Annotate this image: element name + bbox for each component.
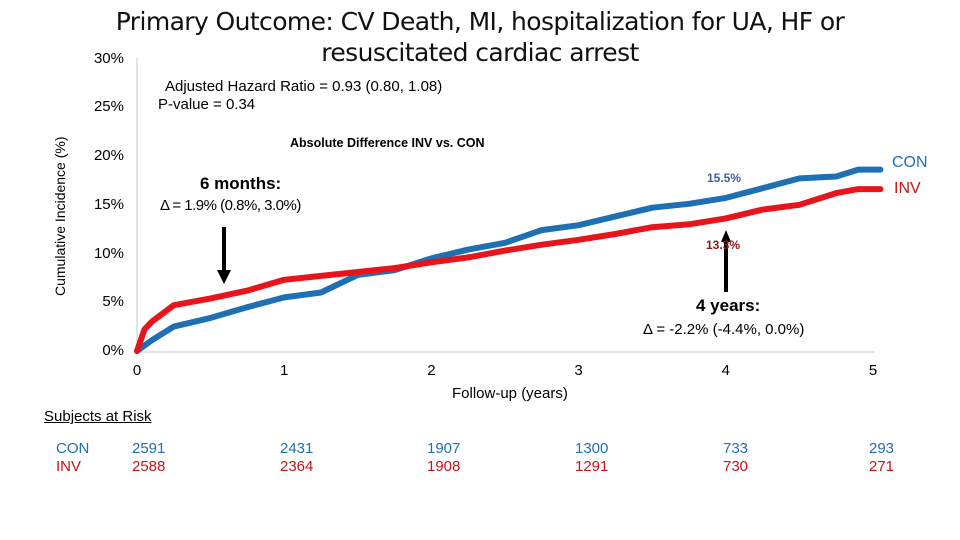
arrow-4-years-icon [721, 230, 731, 292]
x-tick-label: 1 [280, 362, 289, 379]
risk-cell: 1908 [427, 458, 461, 475]
four-years-delta: Δ = -2.2% (-4.4%, 0.0%) [643, 321, 805, 338]
x-axis-label: Follow-up (years) [452, 385, 568, 402]
risk-row-label-con: CON [56, 440, 90, 457]
risk-table-title: Subjects at Risk [44, 408, 152, 425]
hazard-ratio-text: Adjusted Hazard Ratio = 0.93 (0.80, 1.08… [165, 78, 443, 95]
y-tick-label: 15% [93, 195, 124, 213]
inv-value-label: 13.3% [706, 238, 741, 252]
legend-con: CON [892, 154, 928, 171]
absolute-difference-title: Absolute Difference INV vs. CON [290, 136, 485, 150]
chart-title: Primary Outcome: CV Death, MI, hospitali… [0, 6, 960, 68]
x-tick-label: 5 [868, 362, 878, 379]
risk-cell: 293 [869, 440, 895, 457]
y-tick-label: 30% [93, 49, 124, 67]
risk-cell: 730 [723, 458, 749, 475]
y-tick-label: 20% [93, 147, 124, 164]
risk-cell: 1300 [575, 440, 609, 457]
legend-inv: INV [894, 180, 921, 197]
x-tick-label: 2 [427, 362, 436, 379]
hazard-ratio-annotation: Adjusted Hazard Ratio = 0.93 (0.80, 1.08… [158, 78, 443, 114]
x-tick-label: 4 [721, 362, 730, 379]
y-tick-label: 0% [102, 342, 124, 359]
risk-row-label-inv: INV [56, 458, 82, 475]
risk-cell: 1291 [575, 458, 609, 475]
six-months-label: 6 months: [200, 174, 282, 193]
y-tick-label: 10% [93, 244, 124, 262]
series-line-inv [134, 186, 884, 354]
con-value-label: 15.5% [707, 171, 742, 185]
risk-cell: 2364 [280, 458, 314, 475]
y-tick-label: 25% [93, 98, 124, 116]
risk-cell: 2591 [132, 440, 166, 457]
risk-cell: 271 [869, 458, 895, 475]
six-months-delta: Δ = 1.9% (0.8%, 3.0%) [160, 197, 301, 214]
risk-cell: 733 [723, 440, 749, 457]
y-tick-label: 5% [102, 293, 124, 311]
arrow-6-months-icon [217, 227, 231, 284]
x-tick-label: 3 [574, 362, 583, 379]
x-tick-label: 0 [132, 362, 142, 379]
risk-cell: 2431 [280, 440, 314, 457]
four-years-label: 4 years: [696, 296, 761, 315]
risk-cell: 2588 [132, 458, 166, 475]
chart-title-line-1: Primary Outcome: CV Death, MI, hospitali… [115, 7, 845, 36]
chart-title-line-2: resuscitated cardiac arrest [321, 38, 639, 67]
risk-cell: 1907 [427, 440, 461, 457]
series-line-con [134, 166, 884, 354]
p-value-text: P-value = 0.34 [158, 96, 256, 113]
